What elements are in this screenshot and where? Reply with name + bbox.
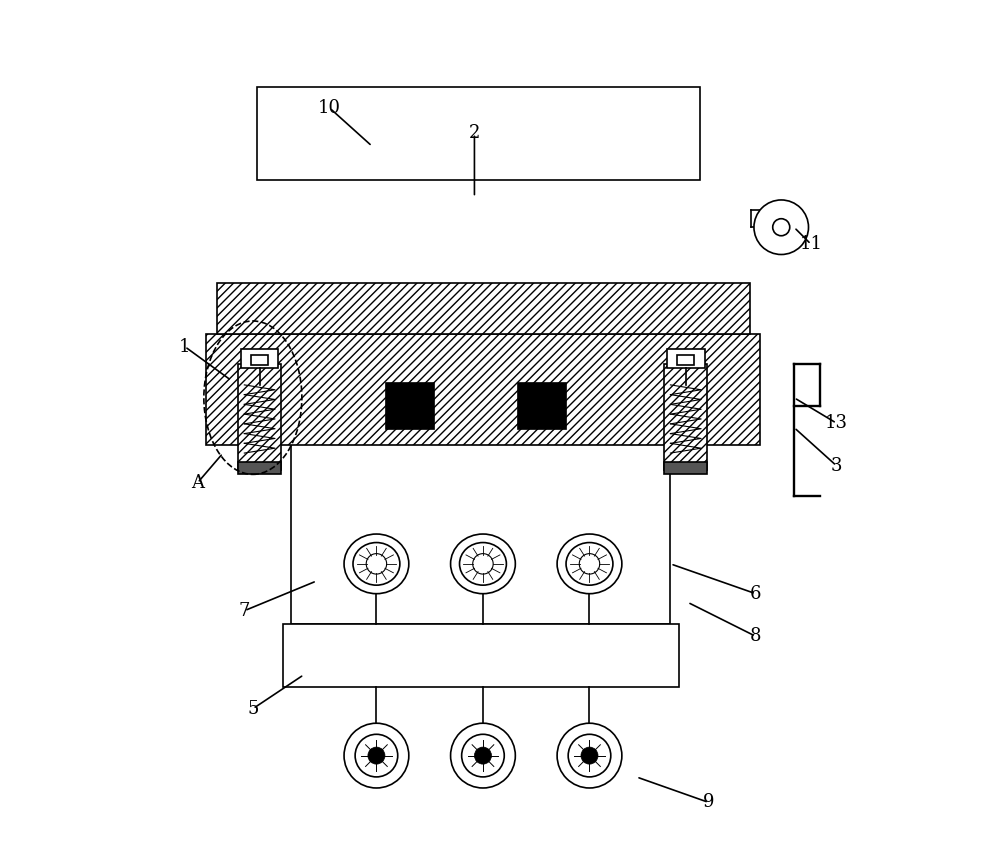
Bar bbox=[206, 333, 760, 445]
Bar bbox=[238, 363, 281, 470]
Text: 2: 2 bbox=[469, 125, 480, 143]
Circle shape bbox=[773, 219, 790, 236]
Circle shape bbox=[581, 747, 598, 764]
Circle shape bbox=[366, 554, 387, 574]
Bar bbox=[217, 283, 750, 333]
Ellipse shape bbox=[566, 543, 613, 585]
Text: 9: 9 bbox=[703, 793, 715, 811]
Bar bbox=[664, 363, 707, 470]
Ellipse shape bbox=[344, 534, 409, 593]
Text: 1: 1 bbox=[179, 338, 190, 356]
Bar bbox=[385, 382, 434, 429]
Circle shape bbox=[344, 723, 409, 788]
Text: 3: 3 bbox=[831, 457, 842, 475]
Bar bbox=[664, 462, 707, 475]
Bar bbox=[251, 355, 268, 365]
Bar bbox=[291, 333, 670, 623]
Circle shape bbox=[451, 723, 515, 788]
Bar bbox=[241, 349, 278, 368]
Ellipse shape bbox=[557, 534, 622, 593]
Ellipse shape bbox=[460, 543, 506, 585]
Circle shape bbox=[355, 734, 398, 777]
Text: A: A bbox=[191, 474, 204, 492]
Circle shape bbox=[568, 734, 611, 777]
Circle shape bbox=[368, 747, 385, 764]
Bar bbox=[667, 349, 705, 368]
Bar bbox=[257, 86, 700, 180]
Circle shape bbox=[579, 554, 600, 574]
Text: 13: 13 bbox=[825, 414, 848, 433]
Bar bbox=[283, 623, 679, 687]
Text: 5: 5 bbox=[247, 699, 259, 717]
Circle shape bbox=[462, 734, 504, 777]
Bar bbox=[238, 462, 281, 475]
Bar bbox=[677, 355, 694, 365]
Text: 8: 8 bbox=[750, 628, 761, 646]
Text: 6: 6 bbox=[750, 585, 761, 603]
Bar bbox=[517, 382, 566, 429]
Circle shape bbox=[557, 723, 622, 788]
Ellipse shape bbox=[451, 534, 515, 593]
Text: 11: 11 bbox=[800, 235, 823, 253]
Circle shape bbox=[473, 554, 493, 574]
Text: 7: 7 bbox=[239, 602, 250, 620]
Circle shape bbox=[474, 747, 491, 764]
Text: 10: 10 bbox=[318, 99, 341, 117]
Ellipse shape bbox=[353, 543, 400, 585]
Circle shape bbox=[754, 200, 809, 255]
